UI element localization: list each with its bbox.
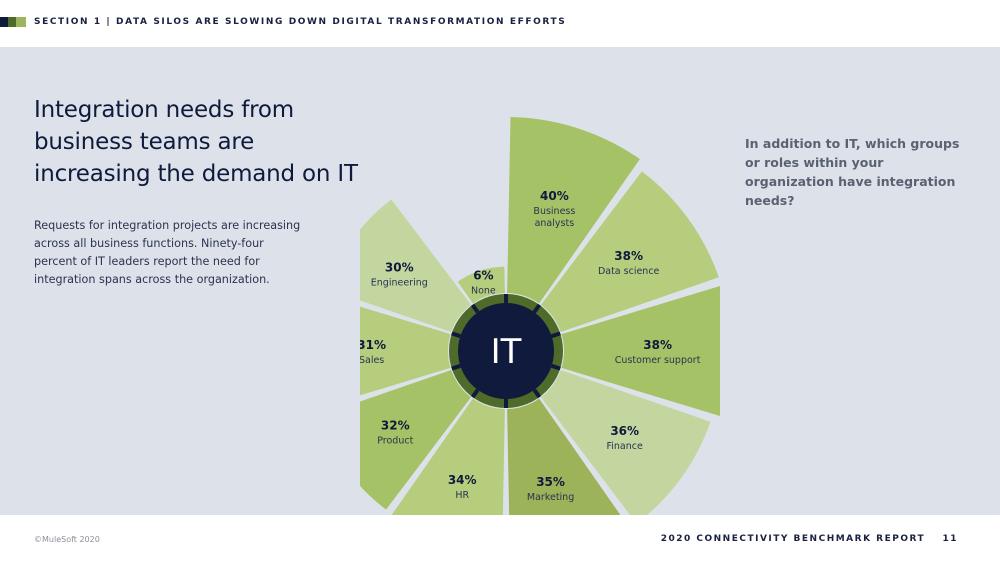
category-label: Finance <box>607 441 643 452</box>
category-label: Marketing <box>527 492 574 503</box>
wedge-data-science <box>540 171 719 333</box>
top-bar: SECTION 1 | DATA SILOS ARE SLOWING DOWN … <box>0 0 1000 47</box>
ring-tick <box>451 331 461 339</box>
brand-bar-dark <box>0 17 8 27</box>
wedge-product <box>360 369 472 510</box>
category-label: None <box>471 285 496 296</box>
wedge-none <box>457 266 505 304</box>
footer: ©MuleSoft 2020 2020 CONNECTIVITY BENCHMA… <box>0 515 1000 563</box>
ring-tick <box>532 303 542 314</box>
data-label: 32% <box>381 418 410 432</box>
intro-paragraph: Requests for integration projects are in… <box>34 219 301 286</box>
data-label: 38% <box>614 249 643 263</box>
data-label: 40% <box>540 189 569 203</box>
wedge-engineering <box>360 199 472 333</box>
page-number: 11 <box>942 534 958 544</box>
center-label: IT <box>491 332 522 372</box>
brand-color-bars <box>0 17 26 27</box>
category-label: HR <box>455 490 469 501</box>
data-label: 35% <box>536 475 565 489</box>
category-label: Customer support <box>615 355 701 366</box>
data-label: 30% <box>385 260 414 274</box>
ring-tick <box>551 363 561 371</box>
ring-tick <box>532 388 542 399</box>
data-label: 6% <box>473 268 493 282</box>
content-band: Integration needs from business teams ar… <box>0 47 1000 562</box>
wedge-sales <box>360 306 451 396</box>
category-label: Product <box>377 435 413 446</box>
brand-bar-light <box>16 17 26 27</box>
category-label: Data science <box>598 266 660 277</box>
report-label: 2020 CONNECTIVITY BENCHMARK REPORT <box>660 534 926 544</box>
category-label: analysts <box>535 218 575 229</box>
survey-question: In addition to IT, which groups or roles… <box>745 136 960 208</box>
data-label: 31% <box>360 338 386 352</box>
ring-tick <box>551 331 561 339</box>
category-label: Engineering <box>371 277 428 288</box>
data-label: 34% <box>448 473 477 487</box>
wedge-customer-support <box>561 285 720 417</box>
brand-bar-mid <box>8 17 16 27</box>
ring-tick <box>470 303 480 314</box>
wedge-business-analysts <box>507 117 640 304</box>
page-title: Integration needs from business teams ar… <box>34 97 358 187</box>
center-disk <box>458 303 554 399</box>
section-label: SECTION 1 | DATA SILOS ARE SLOWING DOWN … <box>34 17 567 27</box>
data-label: 36% <box>610 424 639 438</box>
category-label: Sales <box>360 355 384 366</box>
data-label: 38% <box>643 338 672 352</box>
report-title: 2020 CONNECTIVITY BENCHMARK REPORT 11 <box>661 534 958 544</box>
copyright: ©MuleSoft 2020 <box>34 535 100 544</box>
ring-tick <box>470 388 480 399</box>
wedge-finance <box>540 369 711 524</box>
ring-tick <box>451 363 461 371</box>
category-label: Business <box>533 206 575 217</box>
